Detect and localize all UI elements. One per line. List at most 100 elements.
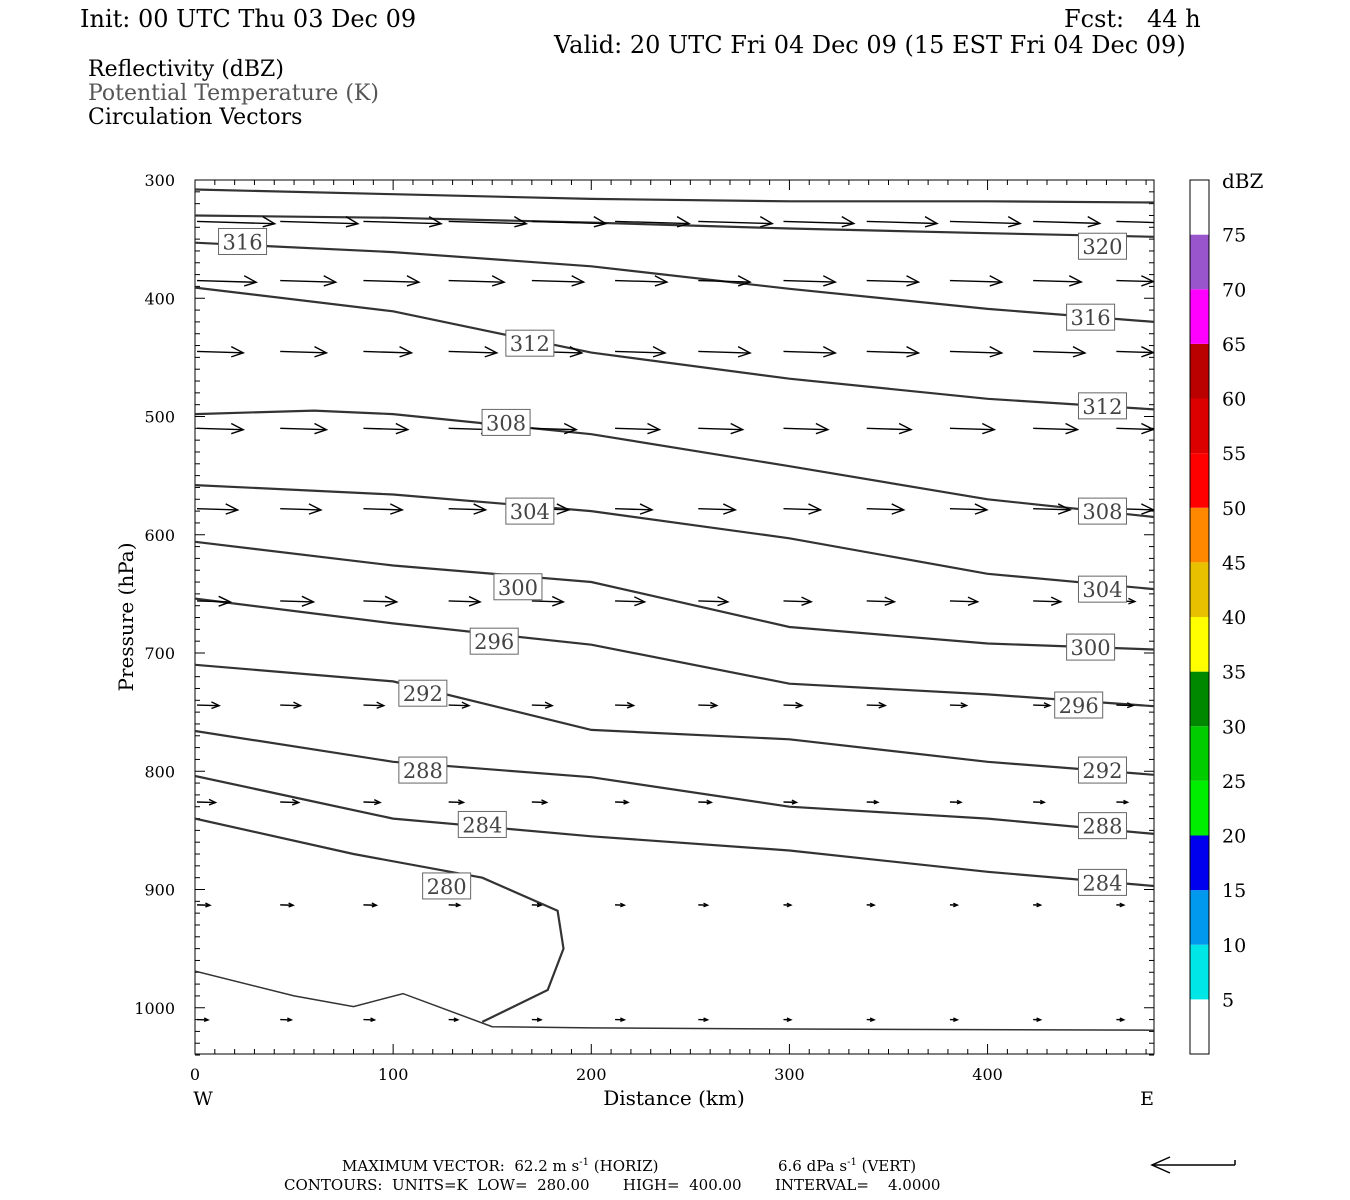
- contour-label: 284: [1077, 868, 1127, 896]
- theta-contour-line-12: [195, 970, 1154, 1031]
- circulation-vector: [698, 799, 714, 805]
- colorbar-frame: [1189, 179, 1210, 1055]
- circulation-vector: [698, 596, 730, 607]
- circulation-vector: [615, 701, 636, 709]
- circulation-vector: [783, 215, 856, 228]
- circulation-vector: [698, 503, 738, 515]
- valid-time: Valid: 20 UTC Fri 04 Dec 09 (15 EST Fri …: [554, 31, 1186, 59]
- circulation-vector: [531, 422, 579, 435]
- contour-label: 304: [505, 497, 555, 525]
- circulation-vector: [783, 902, 793, 908]
- circulation-vector: [866, 596, 897, 606]
- svg-text:296: 296: [1059, 694, 1099, 718]
- circulation-vector: [363, 215, 443, 228]
- circulation-vector: [1116, 346, 1154, 358]
- contour-label: 300: [493, 573, 543, 601]
- circulation-vector: [1033, 902, 1043, 908]
- circulation-vector: [1033, 422, 1080, 435]
- circulation-vector: [531, 701, 554, 709]
- svg-text:284: 284: [1082, 871, 1122, 895]
- circulation-vector: [949, 503, 989, 515]
- svg-text:292: 292: [403, 682, 443, 706]
- circulation-vector: [1116, 275, 1154, 287]
- circulation-vector: [196, 275, 258, 287]
- west-label: W: [193, 1088, 213, 1110]
- circulation-vector: [280, 275, 338, 287]
- east-label: E: [1140, 1088, 1154, 1110]
- colorbar-level-label: 65: [1222, 334, 1246, 356]
- circulation-vector: [280, 798, 301, 806]
- theta-contour-line-0: [195, 188, 1154, 204]
- forecast-hour: Fcst: 44 h: [1064, 5, 1201, 33]
- theta-contour-292: [195, 663, 1154, 776]
- colorbar-level-label: 5: [1222, 989, 1234, 1011]
- circulation-vector: [615, 902, 627, 908]
- circulation-vector: [280, 701, 303, 709]
- svg-text:316: 316: [223, 230, 263, 254]
- colorbar-level-label: 10: [1222, 935, 1246, 957]
- circulation-vector: [615, 422, 662, 435]
- colorbar-swatch: [1190, 944, 1209, 1000]
- contour-label: 296: [469, 627, 519, 655]
- theta-contour-304: [195, 484, 1154, 591]
- circulation-vector: [448, 799, 466, 805]
- x-tick-label: 200: [576, 1065, 607, 1084]
- svg-text:292: 292: [1082, 759, 1122, 783]
- circulation-vector: [866, 215, 939, 228]
- circulation-vector: [1033, 275, 1084, 287]
- contour-label: 292: [398, 679, 448, 707]
- svg-text:316: 316: [1071, 306, 1111, 330]
- circulation-vector: [783, 596, 814, 606]
- contour-info-text: CONTOURS: UNITS=K LOW= 280.00 HIGH= 400.…: [284, 1176, 941, 1194]
- init-time: Init: 00 UTC Thu 03 Dec 09: [80, 5, 417, 33]
- circulation-vector: [448, 503, 488, 515]
- contour-label: 312: [1077, 392, 1127, 420]
- circulation-vector: [280, 215, 360, 228]
- circulation-vector: [783, 503, 823, 515]
- theta-contour-316: [195, 241, 1154, 323]
- circulation-vector: [448, 902, 462, 908]
- contour-label: 316: [1066, 303, 1116, 331]
- circulation-vector: [363, 346, 414, 358]
- circulation-vector: [698, 275, 752, 287]
- circulation-vector: [949, 346, 1004, 358]
- y-tick-label: 400: [144, 289, 175, 308]
- circulation-vector: [615, 346, 667, 358]
- circulation-vector: [1116, 422, 1154, 435]
- contour-label: 284: [457, 810, 507, 838]
- y-tick-label: 800: [144, 762, 175, 781]
- x-axis-label: Distance (km): [603, 1086, 745, 1110]
- circulation-vector: [280, 595, 316, 607]
- circulation-vector: [1116, 902, 1126, 908]
- colorbar-level-label: 15: [1222, 880, 1246, 902]
- colorbar-swatch: [1190, 289, 1209, 344]
- svg-text:296: 296: [474, 630, 514, 654]
- circulation-vector: [531, 1017, 543, 1023]
- circulation-vector: [949, 702, 969, 709]
- theta-contour-280: [195, 817, 565, 1023]
- colorbar-level-label: 30: [1222, 716, 1246, 738]
- colorbar-level-label: 40: [1222, 607, 1246, 629]
- circulation-vector: [1033, 596, 1063, 606]
- theta-contour-308: [195, 409, 1154, 519]
- colorbar-level-label: 20: [1222, 826, 1246, 848]
- colorbar-swatch: [1190, 180, 1209, 235]
- circulation-vector: [1116, 1017, 1126, 1023]
- colorbar-swatch: [1190, 507, 1209, 563]
- circulation-vector: [783, 346, 838, 358]
- circulation-vector: [196, 346, 246, 358]
- colorbar-level-label: 70: [1222, 279, 1246, 301]
- circulation-vector: [363, 275, 421, 287]
- colorbar-swatch: [1190, 398, 1209, 454]
- circulation-vector: [1033, 346, 1087, 358]
- theta-contour-300: [195, 540, 1154, 651]
- svg-text:288: 288: [403, 759, 443, 783]
- circulation-vector: [783, 1017, 793, 1023]
- circulation-vector: [783, 275, 838, 287]
- reference-vector-arrow: [1150, 1156, 1236, 1174]
- svg-text:300: 300: [1071, 636, 1111, 660]
- circulation-vector: [448, 275, 506, 287]
- colorbar-level-label: 55: [1222, 443, 1246, 465]
- colorbar-level-label: 60: [1222, 389, 1246, 411]
- colorbar-swatch: [1190, 671, 1209, 727]
